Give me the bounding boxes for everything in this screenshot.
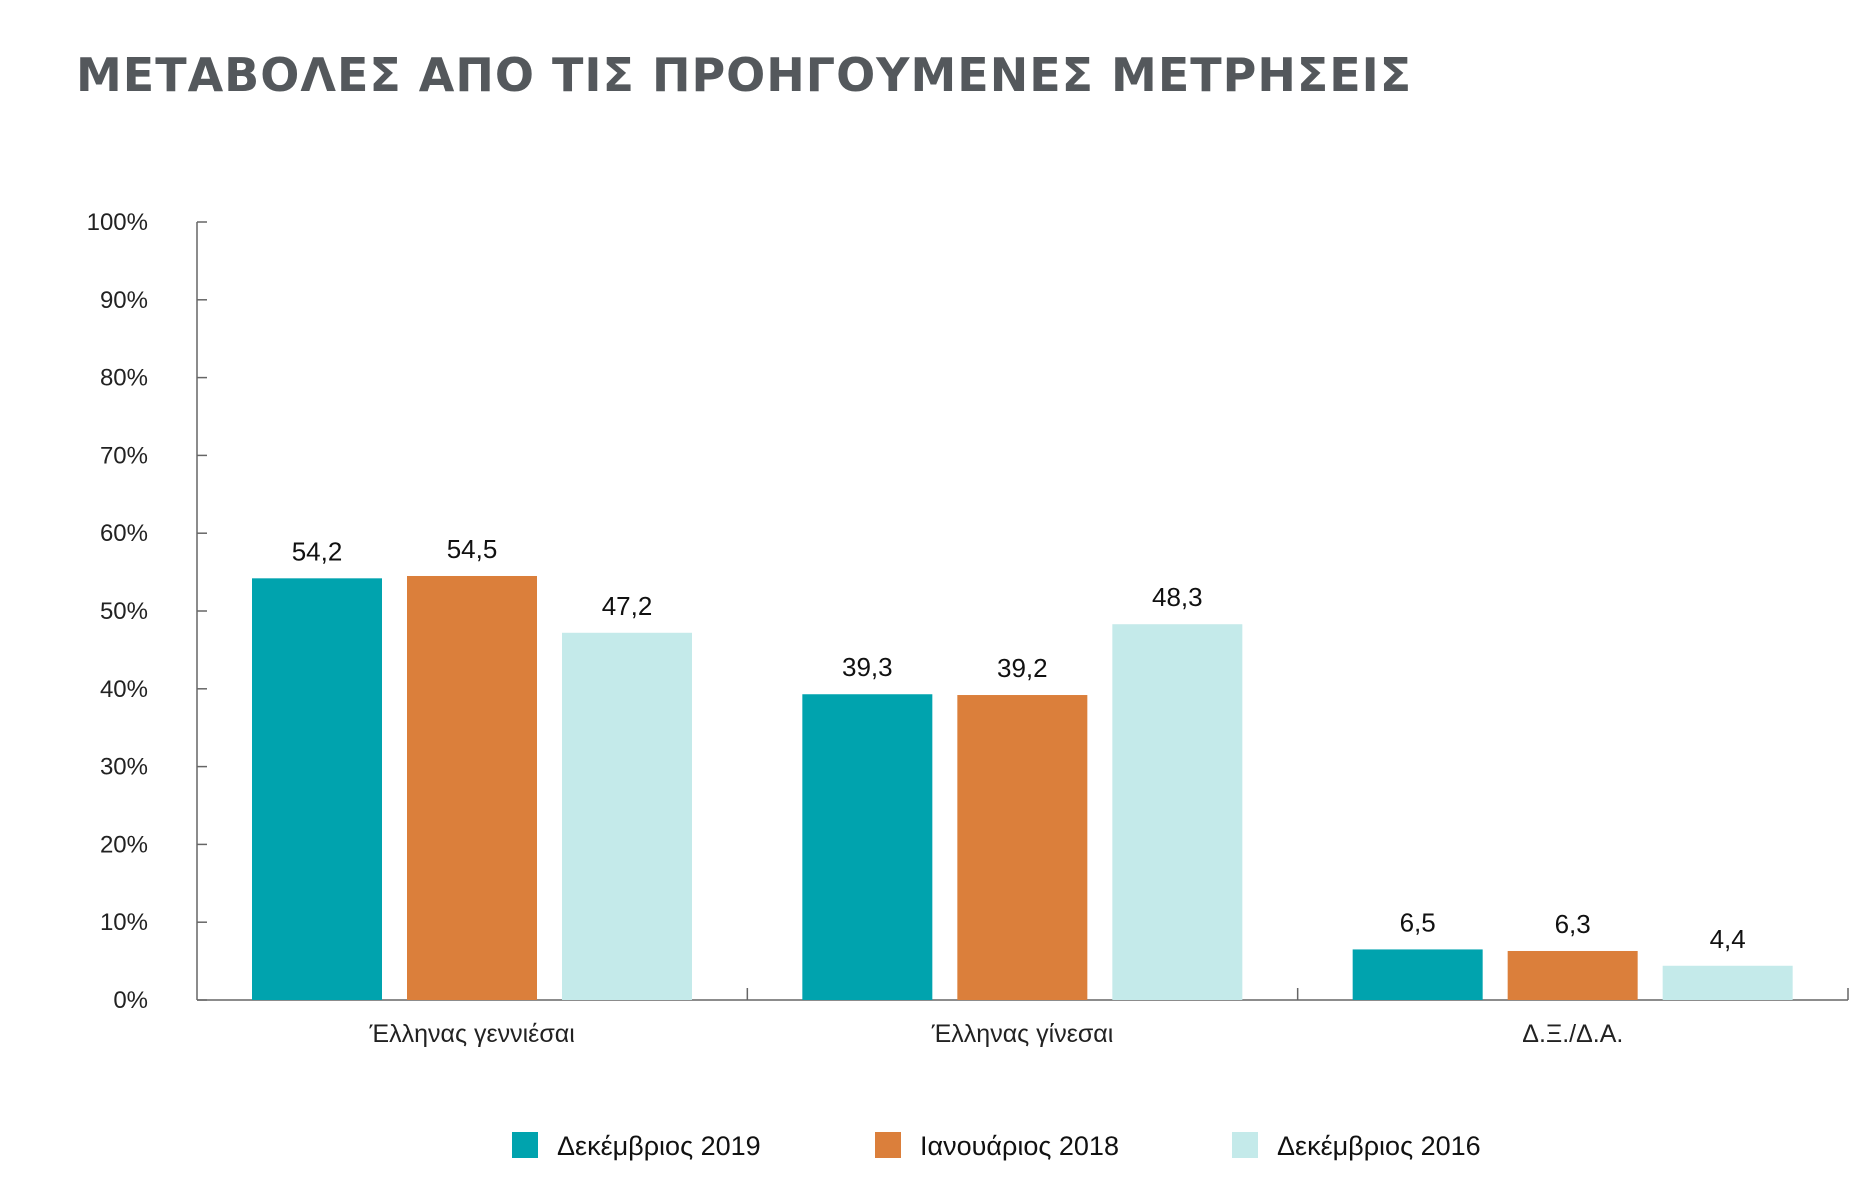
y-tick-label: 30% <box>100 754 148 781</box>
bar-value-label: 4,4 <box>1710 924 1746 954</box>
bar-value-label: 39,2 <box>997 653 1048 683</box>
bar-value-label: 54,2 <box>292 536 343 566</box>
bar <box>1662 965 1793 1000</box>
y-tick-label: 90% <box>100 287 148 314</box>
bar <box>802 694 933 1000</box>
labels: 54,2 54,5 47,2 Έλληνας γεννιέσαι 39,3 39,2 48,… <box>292 534 1746 1048</box>
category-label: Έλληνας γεννιέσαι <box>369 1020 575 1048</box>
y-tick-label: 10% <box>100 909 148 936</box>
bar <box>407 575 537 1000</box>
bar <box>1507 950 1638 1000</box>
bar <box>1112 624 1243 1000</box>
legend: Δεκέμβριος 2019 Ιανουάριος 2018 Δεκέμβριος… <box>512 1131 1481 1161</box>
category-label: Έλληνας γίνεσαι <box>931 1020 1114 1048</box>
bar-value-label: 6,3 <box>1555 909 1591 939</box>
y-tick-label: 20% <box>100 831 148 858</box>
bar <box>252 578 382 1000</box>
y-tick-label: 0% <box>113 987 148 1014</box>
y-tick-label: 80% <box>100 365 148 392</box>
category-label: Δ.Ξ./Δ.Α. <box>1522 1020 1623 1048</box>
y-tick-label: 100% <box>87 209 148 236</box>
y-tick-label: 40% <box>100 676 148 703</box>
y-tick-label: 60% <box>100 520 148 547</box>
bar <box>1352 949 1483 1000</box>
legend-label: Δεκέμβριος 2019 <box>557 1131 761 1161</box>
bar <box>957 695 1088 1000</box>
bar-value-label: 54,5 <box>447 534 498 564</box>
legend-swatch <box>875 1132 901 1158</box>
bar-value-label: 39,3 <box>842 652 893 682</box>
bar <box>562 632 692 1000</box>
legend-label: Δεκέμβριος 2016 <box>1277 1131 1481 1161</box>
y-tick-label: 50% <box>100 598 148 625</box>
bar-value-label: 6,5 <box>1400 907 1436 937</box>
chart-title: ΜΕΤΑΒΟΛΕΣ ΑΠΟ ΤΙΣ ΠΡΟΗΓΟΥΜΕΝΕΣ ΜΕΤΡΗΣΕΙΣ <box>76 48 1413 102</box>
legend-swatch <box>512 1132 538 1158</box>
bar-value-label: 48,3 <box>1152 582 1203 612</box>
legend-label: Ιανουάριος 2018 <box>920 1131 1119 1161</box>
legend-swatch <box>1232 1132 1258 1158</box>
y-tick-label: 70% <box>100 442 148 469</box>
bars <box>252 575 1793 1000</box>
bar-value-label: 47,2 <box>602 591 653 621</box>
